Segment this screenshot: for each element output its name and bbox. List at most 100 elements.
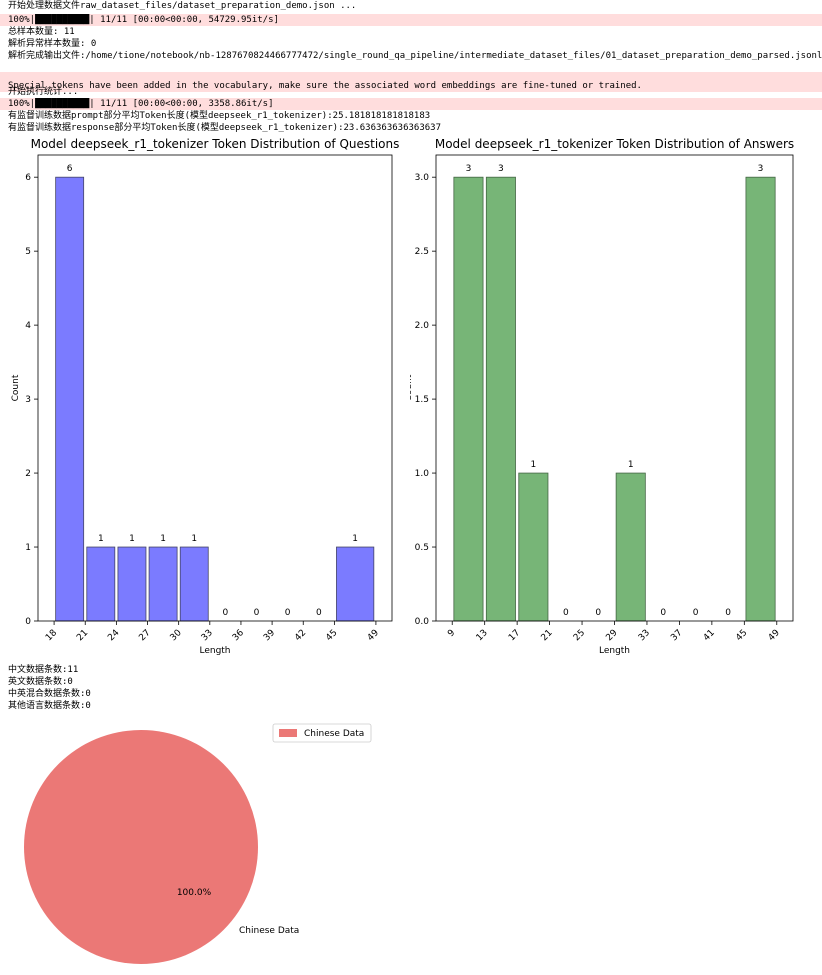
histogram-bar: [86, 546, 116, 622]
y-tick-label: 1.5: [415, 395, 429, 405]
x-tick-label: 24: [106, 628, 121, 643]
pie-slice: [24, 730, 258, 964]
log-text: 开始执行统计...: [8, 87, 79, 97]
stdout-line: 开始执行统计...: [0, 86, 822, 98]
bar-value-label: 1: [191, 534, 197, 544]
bar-value-label: 3: [498, 164, 504, 174]
log-text: Special tokens have been added in the vo…: [8, 81, 642, 91]
chart-title: Model deepseek_r1_tokenizer Token Distri…: [31, 138, 400, 151]
y-tick-label: 3: [25, 395, 31, 405]
bar-value-label: 0: [223, 608, 229, 618]
y-tick-label: 2: [25, 469, 31, 479]
stat-line: 中英混合数据条数:0: [0, 688, 822, 700]
pie-slice-label: Chinese Data: [239, 926, 299, 936]
x-tick-label: 49: [366, 628, 381, 643]
x-tick-label: 45: [324, 628, 339, 643]
y-tick-label: 1: [25, 543, 31, 553]
bar-value-label: 0: [725, 608, 731, 618]
x-axis-label: Length: [199, 646, 230, 656]
legend-box: [272, 723, 372, 743]
bar-value-label: 0: [254, 608, 260, 618]
histogram-bar: [615, 472, 646, 622]
y-tick-label: 2.5: [415, 247, 429, 257]
bar-value-label: 6: [67, 164, 73, 174]
language-pie-chart: 100.0% Chinese Data Chinese Data: [24, 723, 372, 964]
legend-swatch: [279, 729, 297, 737]
bar-value-label: 1: [160, 534, 166, 544]
stat-line: 英文数据条数:0: [0, 676, 822, 688]
histogram-bar: [336, 546, 375, 622]
y-tick-label: 1.0: [415, 469, 430, 479]
histogram-bar: [179, 546, 209, 622]
x-tick-label: 36: [231, 628, 246, 643]
log-text: 100%|██████████| 11/11 [00:00<00:00, 335…: [8, 99, 274, 109]
x-tick-label: 18: [44, 628, 59, 643]
x-tick-label: 21: [540, 628, 555, 643]
stdout-line: 开始处理数据文件raw_dataset_files/dataset_prepar…: [0, 0, 822, 12]
y-tick-label: 0.0: [415, 617, 430, 627]
stat-text: 中英混合数据条数:0: [8, 689, 91, 699]
histogram-bar: [518, 472, 549, 622]
bar-value-label: 0: [316, 608, 322, 618]
stdout-line: 有监督训练数据prompt部分平均Token长度(模型deepseek_r1_t…: [0, 110, 822, 122]
stderr-line: 100%|██████████| 11/11 [00:00<00:00, 335…: [0, 98, 822, 110]
stdout-line: 解析异常样本数量: 0: [0, 38, 822, 50]
x-tick-label: 33: [200, 628, 215, 643]
x-tick-label: 37: [669, 628, 684, 643]
histogram-bar: [453, 176, 484, 622]
log-text: 有监督训练数据prompt部分平均Token长度(模型deepseek_r1_t…: [8, 111, 431, 121]
answers-histogram: Model deepseek_r1_tokenizer Token Distri…: [410, 138, 794, 656]
log-text: 开始处理数据文件raw_dataset_files/dataset_prepar…: [8, 1, 357, 11]
bar-value-label: 3: [466, 164, 472, 174]
bar-value-label: 1: [628, 460, 634, 470]
stat-line: 其他语言数据条数:0: [0, 700, 822, 712]
bar-value-label: 1: [530, 460, 536, 470]
log-text: 解析完成输出文件:/home/tione/notebook/nb-1287670…: [8, 51, 822, 61]
x-tick-label: 17: [507, 628, 522, 643]
bar-value-label: 0: [595, 608, 601, 618]
histogram-bar: [55, 176, 85, 622]
x-tick-label: 13: [475, 628, 490, 643]
x-axis-label: Length: [599, 646, 630, 656]
chart-title: Model deepseek_r1_tokenizer Token Distri…: [435, 138, 794, 151]
log-text: 100%|██████████| 11/11 [00:00<00:00, 547…: [8, 15, 279, 25]
questions-histogram: Model deepseek_r1_tokenizer Token Distri…: [11, 138, 400, 656]
stat-line: 中文数据条数:11: [0, 664, 822, 676]
y-axis-label: Count: [11, 374, 21, 401]
bar-value-label: 1: [98, 534, 104, 544]
x-tick-label: 25: [572, 628, 587, 643]
stdout-line: 总样本数量: 11: [0, 26, 822, 38]
x-tick-label: 29: [604, 628, 619, 643]
pie-pct-label: 100.0%: [177, 888, 212, 898]
histogram-bar: [745, 176, 776, 622]
bar-value-label: 3: [758, 164, 764, 174]
x-tick-label: 21: [75, 628, 90, 643]
y-tick-label: 0: [25, 617, 31, 627]
histogram-bar: [485, 176, 516, 622]
log-text: 有监督训练数据response部分平均Token长度(模型deepseek_r1…: [8, 123, 442, 133]
y-tick-label: 3.0: [415, 173, 430, 183]
bar-value-label: 0: [660, 608, 666, 618]
histogram-bar: [148, 546, 178, 622]
stdout-line: 解析完成输出文件:/home/tione/notebook/nb-1287670…: [0, 50, 822, 62]
bar-value-label: 1: [352, 534, 358, 544]
stderr-line: Special tokens have been added in the vo…: [0, 72, 822, 92]
y-tick-label: 6: [25, 173, 31, 183]
stat-text: 其他语言数据条数:0: [8, 701, 91, 711]
legend-label: Chinese Data: [304, 729, 364, 739]
x-tick-label: 45: [734, 628, 749, 643]
y-tick-label: 4: [25, 321, 31, 331]
log-text: 总样本数量: 11: [8, 27, 75, 37]
y-tick-label: 5: [25, 247, 31, 257]
log-text: 解析异常样本数量: 0: [8, 39, 97, 49]
x-tick-label: 27: [137, 628, 152, 643]
x-tick-label: 39: [262, 628, 277, 643]
y-axis-label: Count: [410, 374, 414, 401]
x-tick-label: 30: [169, 628, 184, 643]
stderr-line: 100%|██████████| 11/11 [00:00<00:00, 547…: [0, 14, 822, 26]
x-tick-label: 33: [637, 628, 652, 643]
x-tick-label: 41: [702, 628, 717, 643]
histogram-bar: [117, 546, 147, 622]
stat-text: 英文数据条数:0: [8, 677, 73, 687]
bar-value-label: 0: [285, 608, 291, 618]
